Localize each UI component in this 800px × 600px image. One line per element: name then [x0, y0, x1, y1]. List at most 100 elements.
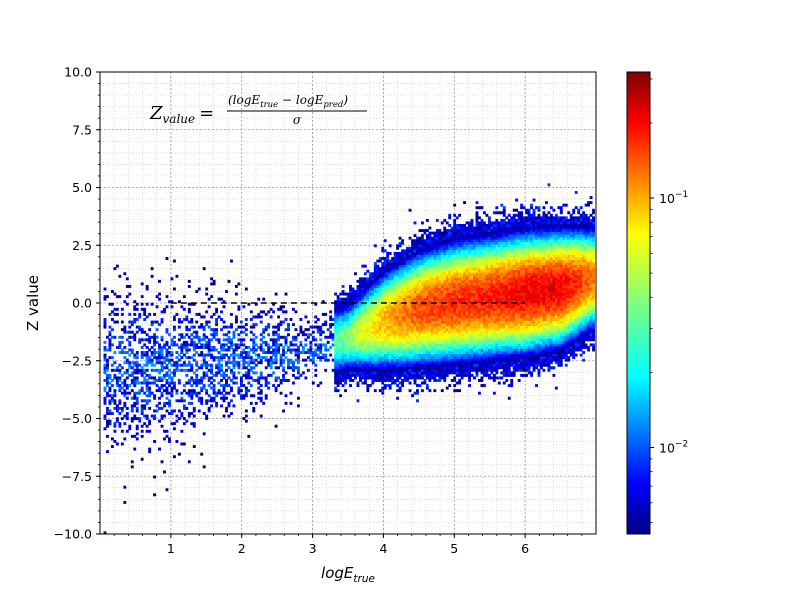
density-cell: [480, 323, 484, 327]
density-cell: [346, 328, 350, 332]
density-cell: [473, 345, 476, 349]
density-cell: [398, 310, 402, 314]
density-cell: [356, 318, 360, 321]
density-cell: [168, 412, 171, 415]
density-cell: [482, 264, 486, 268]
density-cell: [168, 439, 171, 443]
density-cell: [396, 396, 400, 400]
density-cell: [423, 292, 427, 296]
density-cell: [480, 325, 484, 329]
density-cell: [180, 345, 184, 349]
density-cell: [217, 389, 221, 393]
density-cell: [197, 391, 201, 395]
density-cell: [158, 297, 161, 301]
density-cell: [453, 284, 457, 288]
density-cell: [403, 257, 407, 260]
density-cell: [351, 351, 355, 354]
density-cell: [234, 315, 238, 319]
density-cell: [269, 307, 273, 311]
density-cell: [296, 368, 300, 372]
density-cell: [465, 348, 469, 352]
density-cell: [277, 345, 281, 349]
density-cell: [398, 358, 402, 362]
density-cell: [428, 338, 432, 342]
density-cell: [106, 378, 109, 382]
density-cell: [406, 257, 409, 260]
density-cell: [463, 262, 467, 266]
density-cell: [440, 305, 444, 309]
density-cell: [453, 384, 457, 388]
density-cell: [411, 358, 414, 362]
density-cell: [349, 295, 352, 299]
density-cell: [130, 330, 134, 334]
density-cell: [460, 343, 464, 347]
density-cell: [453, 246, 457, 250]
density-cell: [279, 363, 283, 367]
density-cell: [443, 269, 447, 273]
density-cell: [358, 351, 362, 354]
density-cell: [448, 310, 452, 314]
density-cell: [354, 345, 357, 349]
density-cell: [430, 284, 434, 288]
density-cell: [398, 287, 402, 291]
density-cell: [433, 368, 437, 372]
density-cell: [458, 267, 462, 271]
density-cell: [239, 396, 243, 400]
density-cell: [438, 320, 442, 324]
density-cell: [433, 234, 437, 238]
density-cell: [435, 295, 439, 299]
density-cell: [453, 203, 457, 207]
density-cell: [430, 264, 434, 268]
density-cell: [279, 343, 283, 347]
density-cell: [361, 333, 365, 337]
density-cell: [349, 343, 352, 347]
density-cell: [274, 338, 278, 342]
density-cell: [440, 249, 444, 253]
density-cell: [316, 328, 320, 332]
density-cell: [443, 295, 447, 299]
density-cell: [135, 432, 139, 436]
density-cell: [108, 348, 112, 352]
density-cell: [406, 335, 409, 339]
density-cell: [125, 376, 129, 380]
density-cell: [401, 257, 405, 260]
density-cell: [200, 366, 204, 370]
density-cell: [475, 284, 479, 288]
density-cell: [453, 292, 457, 296]
density-cell: [383, 343, 387, 347]
density-cell: [411, 287, 414, 291]
density-cell: [388, 376, 392, 380]
density-cell: [378, 297, 382, 301]
density-cell: [172, 335, 176, 339]
density-cell: [366, 330, 370, 334]
density-cell: [103, 353, 107, 357]
density-cell: [438, 376, 442, 380]
density-cell: [440, 295, 444, 299]
density-cell: [401, 300, 405, 304]
density-cell: [416, 340, 419, 344]
density-cell: [165, 356, 169, 360]
density-cell: [435, 353, 439, 357]
density-cell: [363, 381, 367, 385]
density-cell: [349, 325, 352, 329]
density-cell: [433, 262, 437, 266]
density-cell: [272, 351, 276, 354]
density-cell: [470, 229, 474, 233]
density-cell: [334, 300, 338, 304]
density-cell: [480, 315, 484, 319]
density-cell: [356, 323, 360, 327]
density-cell: [455, 262, 459, 266]
density-cell: [358, 318, 362, 321]
density-cell: [475, 251, 479, 255]
density-cell: [425, 269, 429, 273]
density-cell: [339, 335, 343, 339]
density-cell: [482, 234, 486, 238]
density-cell: [145, 368, 149, 372]
density-cell: [433, 292, 437, 296]
density-cell: [475, 361, 479, 365]
density-cell: [215, 323, 219, 327]
density-cell: [470, 333, 474, 337]
density-cell: [435, 297, 439, 301]
density-cell: [344, 376, 347, 380]
density-cell: [473, 236, 476, 240]
